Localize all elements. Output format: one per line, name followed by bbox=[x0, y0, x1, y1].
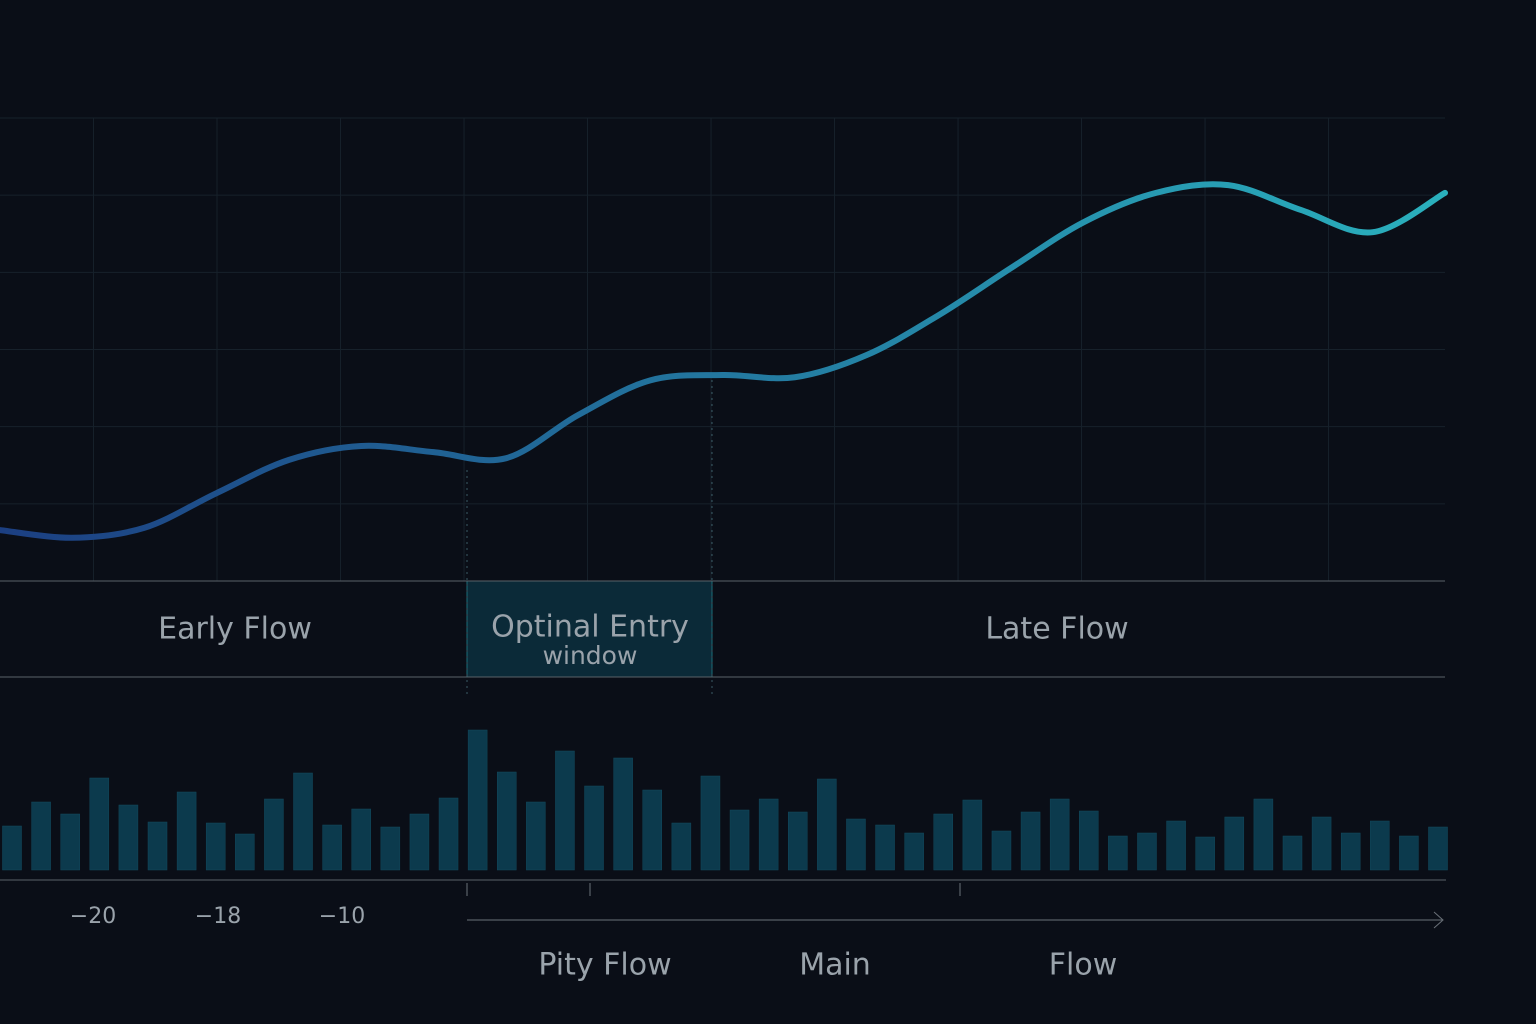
bar bbox=[1399, 835, 1419, 871]
bar bbox=[1253, 798, 1274, 871]
bar bbox=[2, 825, 22, 871]
bar bbox=[205, 822, 226, 871]
bar bbox=[147, 821, 168, 871]
x-tick-label: −10 bbox=[319, 904, 365, 929]
bar bbox=[1020, 811, 1041, 871]
bar bbox=[962, 799, 983, 871]
bar bbox=[526, 801, 546, 871]
band-label: Late Flow bbox=[985, 612, 1128, 647]
band-label: Early Flow bbox=[158, 612, 312, 647]
bar bbox=[1108, 835, 1128, 871]
bar bbox=[613, 757, 633, 871]
bar bbox=[758, 798, 779, 871]
bar bbox=[1370, 820, 1390, 871]
line bbox=[0, 181, 1448, 541]
bar bbox=[642, 789, 662, 871]
bar bbox=[671, 822, 692, 871]
bar bbox=[584, 785, 604, 871]
bar bbox=[1049, 798, 1070, 871]
bar bbox=[89, 777, 110, 871]
bar bbox=[1340, 832, 1361, 871]
bar bbox=[380, 826, 401, 871]
bar bbox=[31, 801, 51, 871]
bar bbox=[351, 808, 371, 871]
bar bbox=[1166, 820, 1186, 871]
bar bbox=[904, 832, 924, 871]
bar bbox=[60, 813, 80, 871]
bar bbox=[322, 824, 342, 871]
band-label: Optinal Entry bbox=[491, 610, 689, 645]
bar bbox=[1311, 816, 1332, 871]
bar bbox=[1224, 816, 1245, 871]
bar bbox=[1282, 835, 1303, 871]
x-tick-label: −18 bbox=[195, 904, 241, 929]
band-sublabel: window bbox=[543, 641, 638, 670]
bar bbox=[293, 772, 313, 871]
axis-label: Flow bbox=[1049, 948, 1117, 983]
bar bbox=[933, 813, 954, 871]
axis-label: Main bbox=[799, 948, 871, 983]
bar bbox=[729, 809, 750, 871]
bar bbox=[875, 824, 895, 871]
bar bbox=[1079, 810, 1099, 871]
bar bbox=[409, 813, 430, 871]
bar bbox=[467, 729, 488, 871]
bar bbox=[118, 804, 139, 871]
bar bbox=[991, 830, 1012, 871]
x-tick-label: −20 bbox=[70, 904, 116, 929]
bar bbox=[846, 818, 866, 871]
bar bbox=[700, 775, 721, 871]
bar bbox=[264, 798, 284, 871]
bar bbox=[1428, 826, 1448, 871]
bar bbox=[235, 833, 255, 871]
entry-window-highlight bbox=[466, 580, 713, 678]
bar bbox=[1137, 832, 1157, 871]
bar bbox=[817, 778, 837, 871]
bar bbox=[176, 791, 197, 871]
bar bbox=[438, 797, 459, 871]
bar bbox=[496, 771, 517, 871]
bar bbox=[788, 811, 808, 871]
bar bbox=[1195, 836, 1215, 871]
axis-label: Pity Flow bbox=[538, 948, 671, 983]
bar bbox=[555, 750, 575, 871]
arrow-head bbox=[1433, 911, 1444, 929]
